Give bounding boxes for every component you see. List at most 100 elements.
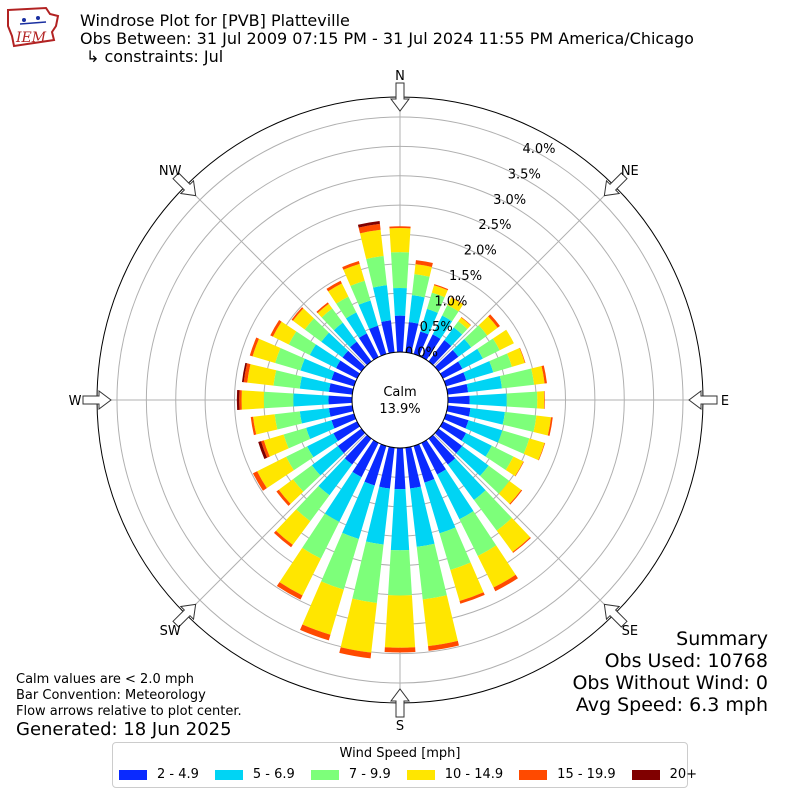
bar-segment <box>461 432 492 457</box>
bar-segment <box>336 360 360 379</box>
bar-segment <box>358 300 379 330</box>
bar-segment <box>236 390 240 410</box>
bar-segment <box>381 320 395 354</box>
axis-labels: NNEESESSWWNW0.0%0.5%1.0%1.5%2.0%2.5%3.0%… <box>69 69 730 734</box>
bar-segment <box>424 479 456 534</box>
bar-segment <box>241 390 265 410</box>
bar-segment <box>364 444 387 486</box>
bar-segment <box>390 488 410 551</box>
bar-segment <box>444 413 469 429</box>
calm-label: Calm <box>383 385 416 400</box>
bar-segment <box>299 408 331 424</box>
legend-item: 7 - 9.9 <box>310 767 391 782</box>
flow-arrow-shape <box>82 390 112 410</box>
bar-segment <box>451 297 464 305</box>
bar-segment <box>446 383 469 395</box>
bar-segment <box>458 317 471 329</box>
bar-segment <box>273 530 293 548</box>
bar-segment <box>247 364 277 386</box>
bar-segment <box>384 647 416 653</box>
bar-segment <box>302 513 340 559</box>
bar-segment <box>413 444 435 483</box>
calm-note: Calm values are < 2.0 mph <box>16 672 195 687</box>
chart-title: Windrose Plot for [PVB] Platteville <box>80 11 350 30</box>
bar-segment <box>447 458 486 500</box>
bar-segment <box>450 562 484 601</box>
bar-segment <box>342 261 360 270</box>
bar-segment <box>533 415 552 436</box>
bar-segment <box>352 541 384 603</box>
bar-segment <box>333 421 360 442</box>
bar-segment <box>440 421 467 441</box>
bar-segment <box>344 434 372 465</box>
obs-between: Obs Between: 31 Jul 2009 07:15 PM - 31 J… <box>80 29 694 48</box>
bar-segment <box>283 427 311 449</box>
bar-segment <box>336 296 357 319</box>
bar-segment <box>531 366 545 385</box>
bar-segment <box>477 545 516 588</box>
flow-arrow <box>603 603 628 628</box>
bar-segment <box>324 471 362 522</box>
radial-tick-label: 1.5% <box>449 269 482 284</box>
flow-arrow <box>390 688 410 718</box>
bar-segment <box>411 274 430 298</box>
bar-segment <box>328 383 354 395</box>
compass-label: S <box>396 719 404 734</box>
flow-arrow <box>390 82 410 112</box>
bar-segment <box>366 486 390 545</box>
bar-segment <box>468 408 505 425</box>
legend-label: 2 - 4.9 <box>157 767 199 782</box>
bar-segment <box>421 440 446 475</box>
bar-segment <box>507 348 525 367</box>
bar-segment <box>300 358 335 380</box>
bar-segment <box>249 337 259 357</box>
bar-segment <box>311 446 344 476</box>
radial-tick-label: 2.0% <box>464 244 497 259</box>
bar-segment <box>384 595 416 648</box>
flow-arrow <box>82 390 112 410</box>
bar-segment <box>252 338 281 364</box>
bar-convention-note: Bar Convention: Meteorology <box>16 688 206 703</box>
bar-segment <box>408 295 425 324</box>
bar-segment <box>519 347 526 364</box>
generated-date: Generated: 18 Jun 2025 <box>16 719 232 740</box>
legend-item: 2 - 4.9 <box>119 767 199 782</box>
bar-segment <box>261 440 270 458</box>
avg-speed: Avg Speed: 6.3 mph <box>575 694 768 716</box>
bar-segment <box>405 446 421 489</box>
legend-label: 15 - 19.9 <box>557 767 616 782</box>
grid-spoke <box>433 433 615 615</box>
bar-segment <box>442 304 459 322</box>
bar-segment <box>257 456 294 489</box>
bar-segment <box>373 285 391 322</box>
bar-segment <box>485 445 514 470</box>
bar-segment <box>292 308 315 330</box>
notes: Calm values are < 2.0 mph Bar Convention… <box>16 672 242 720</box>
bar-segment <box>273 370 302 389</box>
flow-arrow-shape <box>172 172 197 197</box>
bar-segment <box>331 413 356 429</box>
bar-segment <box>304 318 329 342</box>
bar-segment <box>318 458 353 496</box>
bar-segment <box>426 292 445 313</box>
radial-tick-label: 1.0% <box>434 295 467 310</box>
bar-segment <box>502 411 537 433</box>
legend-swatch <box>310 769 339 780</box>
grid-spoke <box>185 185 367 367</box>
compass-label: E <box>721 394 729 409</box>
summary-title: Summary <box>676 628 768 650</box>
legend-item: 5 - 6.9 <box>214 767 295 782</box>
bar-segment <box>432 315 453 339</box>
bar-segment <box>317 303 333 318</box>
radial-tick-label: 3.5% <box>508 167 541 182</box>
flow-arrow <box>603 172 628 197</box>
bar-segment <box>463 361 494 381</box>
bar-segment <box>328 395 353 405</box>
bar-segment <box>316 302 329 314</box>
bar-segment <box>309 344 341 369</box>
bar-segment <box>275 348 305 371</box>
bar-segment <box>464 325 488 348</box>
legend: Wind Speed [mph] 2 - 4.9 5 - 6.9 7 - 9.9 10… <box>112 742 697 788</box>
bar-segment <box>393 287 407 316</box>
bar-segment <box>478 316 498 336</box>
